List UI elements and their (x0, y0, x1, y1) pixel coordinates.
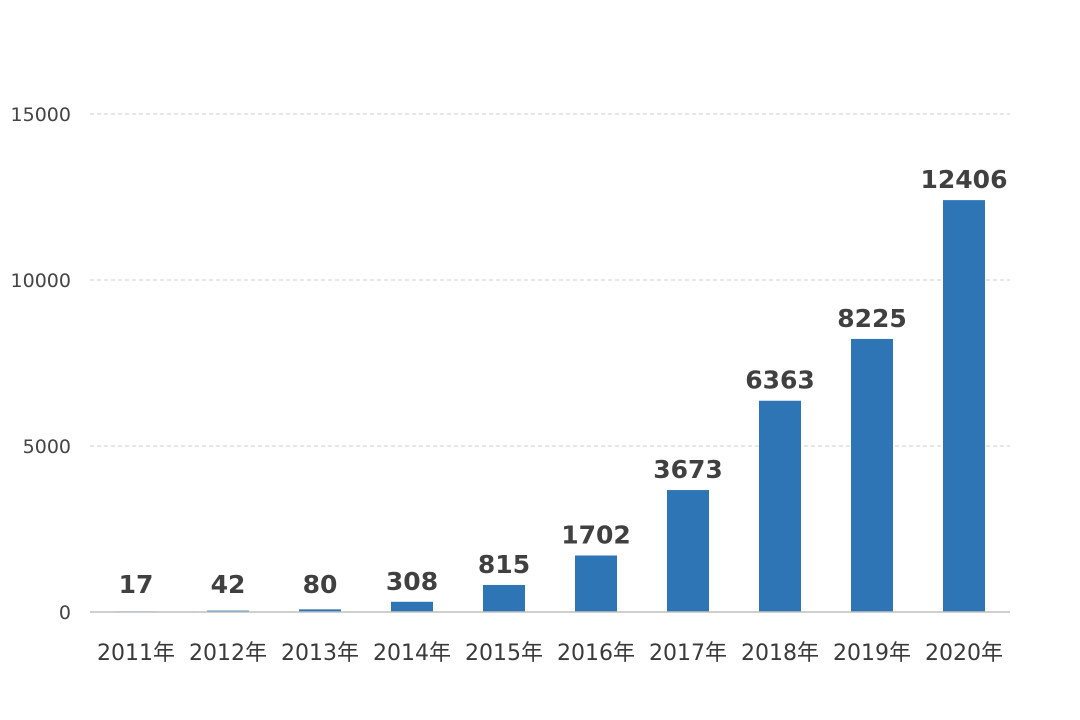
x-tick-label: 2018年 (741, 641, 819, 666)
data-label: 3673 (653, 455, 723, 484)
bars (115, 200, 985, 613)
bar (575, 555, 617, 612)
bar (943, 200, 985, 613)
data-label: 80 (303, 570, 338, 599)
y-tick-label: 10000 (11, 270, 71, 292)
x-tick-label: 2016年 (557, 641, 635, 666)
x-tick-label: 2015年 (465, 641, 543, 666)
x-tick-label: 2020年 (925, 641, 1003, 666)
data-label: 308 (386, 567, 438, 596)
data-labels: 17 42 80 308 815 1702 3673 6363 8225 12406 (119, 165, 1008, 599)
bar (483, 584, 525, 612)
x-tick-label: 2012年 (189, 641, 267, 666)
x-tick-label: 2019年 (833, 641, 911, 666)
x-tick-label: 2011年 (97, 641, 175, 666)
x-tick-label: 2017年 (649, 641, 727, 666)
data-label: 8225 (837, 304, 907, 333)
data-label: 1702 (561, 520, 631, 549)
data-label: 12406 (921, 165, 1008, 194)
data-label: 42 (211, 570, 246, 599)
y-tick-label: 15000 (11, 104, 71, 126)
bar (391, 601, 433, 612)
bar (299, 609, 341, 612)
x-tick-label: 2013年 (281, 641, 359, 666)
bar (667, 490, 709, 612)
y-tick-label: 0 (59, 602, 71, 624)
x-tick-label: 2014年 (373, 641, 451, 666)
bar (759, 400, 801, 612)
y-axis-tick-labels: 0 5000 10000 15000 (11, 104, 71, 624)
data-label: 17 (119, 570, 154, 599)
y-tick-label: 5000 (23, 436, 71, 458)
data-label: 815 (478, 550, 530, 579)
x-axis-tick-labels: 2011年 2012年 2013年 2014年 2015年 2016年 2017年 2018年… (97, 641, 1003, 666)
data-label: 6363 (745, 366, 815, 395)
bar (851, 338, 893, 612)
